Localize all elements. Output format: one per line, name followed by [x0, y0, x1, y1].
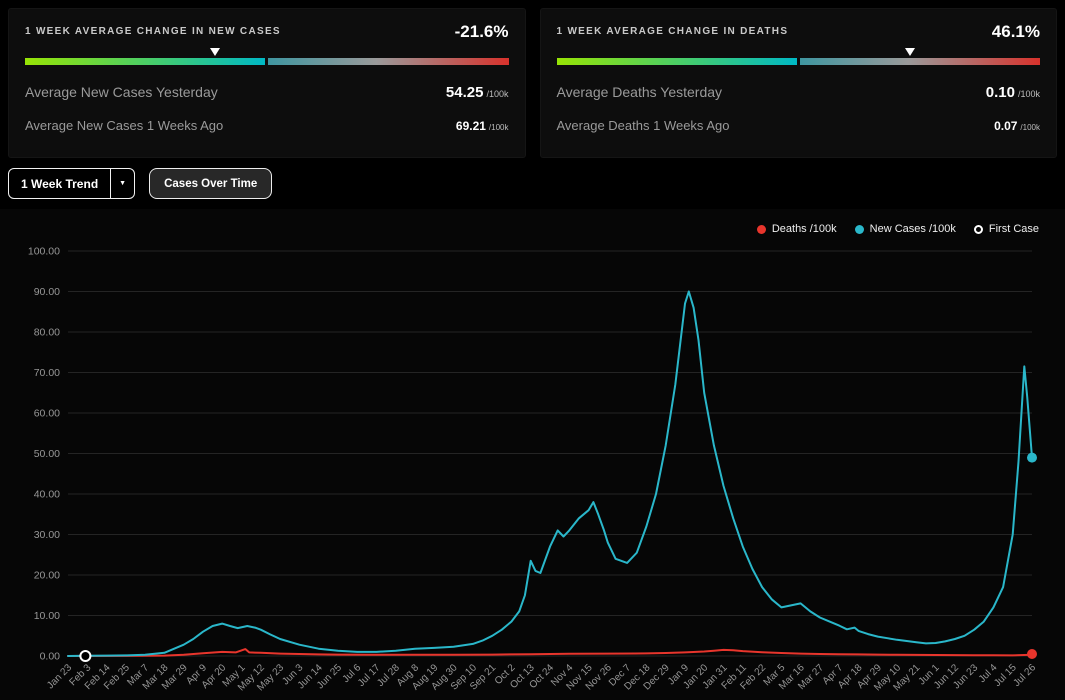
trend-period-label: 1 Week Trend	[9, 169, 110, 198]
stat-row: Average Deaths 1 Weeks Ago 0.07/100k	[557, 117, 1041, 135]
deaths-dot-icon	[757, 225, 766, 234]
new-cases-dot-icon	[855, 225, 864, 234]
svg-text:20.00: 20.00	[34, 570, 60, 582]
stat-unit: /100k	[486, 89, 508, 99]
stat-number: 0.07	[994, 119, 1017, 133]
trend-gradient-bar	[557, 58, 1041, 65]
deaths-panel: 1 WEEK AVERAGE CHANGE IN DEATHS 46.1% Av…	[540, 8, 1058, 158]
legend-label: First Case	[989, 223, 1039, 235]
stat-number: 54.25	[446, 84, 484, 101]
summary-panels: 1 WEEK AVERAGE CHANGE IN NEW CASES -21.6…	[0, 0, 1065, 166]
gradient-decreasing-segment	[557, 58, 797, 65]
stat-value: 0.07/100k	[994, 117, 1040, 135]
stat-row: Average Deaths Yesterday 0.10/100k	[557, 84, 1041, 102]
svg-text:40.00: 40.00	[34, 489, 60, 501]
svg-text:50.00: 50.00	[34, 448, 60, 460]
svg-text:10.00: 10.00	[34, 610, 60, 622]
stat-value: 0.10/100k	[986, 84, 1040, 102]
trend-marker-icon	[905, 48, 915, 56]
svg-text:70.00: 70.00	[34, 367, 60, 379]
chevron-down-icon[interactable]: ▼	[110, 169, 134, 198]
chart-section: Deaths /100k New Cases /100k First Case …	[0, 209, 1065, 700]
stat-row: Average New Cases Yesterday 54.25/100k	[25, 84, 509, 102]
gradient-increasing-segment	[800, 58, 1040, 65]
stat-unit: /100k	[1018, 89, 1040, 99]
stat-number: 69.21	[456, 119, 486, 133]
legend-label: New Cases /100k	[870, 223, 956, 235]
svg-text:30.00: 30.00	[34, 529, 60, 541]
trend-marker-icon	[210, 48, 220, 56]
legend-label: Deaths /100k	[772, 223, 837, 235]
stat-row: Average New Cases 1 Weeks Ago 69.21/100k	[25, 117, 509, 135]
stat-value: 69.21/100k	[456, 117, 509, 135]
svg-text:60.00: 60.00	[34, 408, 60, 420]
legend-item-first-case[interactable]: First Case	[974, 223, 1039, 235]
stat-label: Average New Cases 1 Weeks Ago	[25, 118, 223, 133]
legend-item-new-cases[interactable]: New Cases /100k	[855, 223, 956, 235]
panel-header: 1 WEEK AVERAGE CHANGE IN DEATHS 46.1%	[557, 22, 1041, 42]
stat-unit: /100k	[1020, 123, 1040, 132]
first-case-circle-icon	[974, 225, 983, 234]
trend-period-select[interactable]: 1 Week Trend ▼	[8, 168, 135, 199]
gradient-decreasing-segment	[25, 58, 265, 65]
stat-number: 0.10	[986, 84, 1015, 101]
change-percentage: -21.6%	[455, 22, 509, 42]
trend-chart: 0.00 10.00 20.00 30.00 40.00 50.00 60.00 70.00 8…	[0, 239, 1065, 699]
svg-text:80.00: 80.00	[34, 327, 60, 339]
stat-value: 54.25/100k	[446, 84, 509, 102]
svg-text:Jul 26: Jul 26	[1011, 662, 1038, 689]
stat-unit: /100k	[489, 123, 509, 132]
svg-text:90.00: 90.00	[34, 286, 60, 298]
legend-item-deaths[interactable]: Deaths /100k	[757, 223, 837, 235]
new-cases-panel: 1 WEEK AVERAGE CHANGE IN NEW CASES -21.6…	[8, 8, 526, 158]
toolbar: 1 Week Trend ▼ Cases Over Time	[0, 166, 1065, 209]
change-percentage: 46.1%	[992, 22, 1040, 42]
trend-gradient-bar	[25, 58, 509, 65]
gradient-increasing-segment	[268, 58, 508, 65]
stat-label: Average New Cases Yesterday	[25, 84, 218, 100]
svg-text:0.00: 0.00	[40, 651, 61, 663]
cases-over-time-button[interactable]: Cases Over Time	[149, 168, 272, 199]
svg-text:100.00: 100.00	[28, 246, 60, 258]
panel-header: 1 WEEK AVERAGE CHANGE IN NEW CASES -21.6…	[25, 22, 509, 42]
stat-label: Average Deaths 1 Weeks Ago	[557, 118, 730, 133]
panel-title: 1 WEEK AVERAGE CHANGE IN NEW CASES	[25, 22, 281, 37]
stat-label: Average Deaths Yesterday	[557, 84, 723, 100]
panel-title: 1 WEEK AVERAGE CHANGE IN DEATHS	[557, 22, 789, 37]
chart-legend: Deaths /100k New Cases /100k First Case	[0, 219, 1065, 239]
